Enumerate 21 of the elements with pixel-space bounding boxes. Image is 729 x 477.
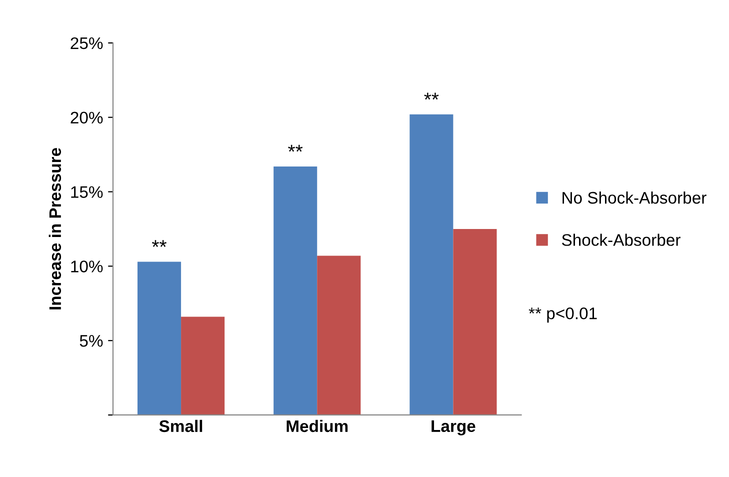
legend-label: No Shock-Absorber xyxy=(562,191,706,204)
y-tick-label: 25% xyxy=(70,37,103,50)
x-tick-label: Small xyxy=(159,420,202,432)
x-tick-label: Medium xyxy=(286,420,348,432)
bar xyxy=(317,256,361,415)
y-axis-title: Increase in Pressure xyxy=(48,148,62,310)
annotation: ** xyxy=(152,240,167,247)
bar xyxy=(410,114,454,415)
bar xyxy=(137,262,182,415)
legend-label: Shock-Absorber xyxy=(562,234,680,246)
y-tick-label: 20% xyxy=(70,112,103,124)
bar xyxy=(453,228,497,415)
text: ** p<0.01 xyxy=(528,307,597,323)
annotation: ** xyxy=(288,144,303,152)
annotation: ** xyxy=(424,92,439,100)
x-tick-label: Large xyxy=(432,420,476,436)
y-tick-label: 10% xyxy=(71,260,103,272)
bar xyxy=(274,166,318,415)
y-tick-label: 15% xyxy=(71,186,103,198)
bar xyxy=(181,316,225,415)
y-tick-label: 5% xyxy=(80,335,103,347)
